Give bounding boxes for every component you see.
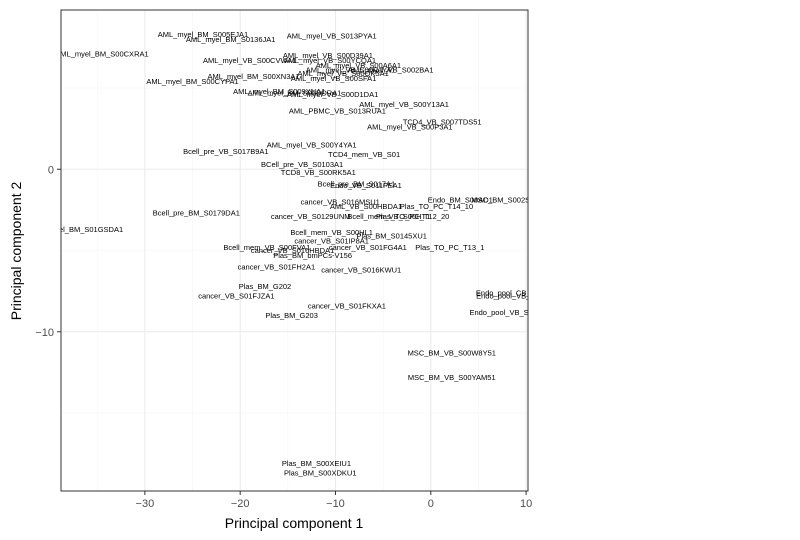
point-label: Plas_BM_S00XEIU1	[282, 459, 351, 468]
minor-gridlines	[61, 10, 528, 491]
point-label: AML_myel_VB_S00Y13A1	[359, 100, 449, 109]
point-label: TCD8_VB_S00RK5A1	[281, 168, 356, 177]
x-tick-label: −10	[326, 498, 345, 510]
point-label: Bcell_pre_VB_S017B9A1	[183, 147, 268, 156]
x-axis-title: Principal component 1	[225, 515, 364, 531]
x-tick-label: −30	[136, 498, 155, 510]
y-tick-label: 0	[48, 164, 54, 176]
point-label: cancer_VB_S016KWU1	[321, 266, 401, 275]
point-label: Plas_TO_PC_T13_1	[415, 243, 484, 252]
major-gridlines	[61, 10, 528, 491]
panel-border	[60, 9, 529, 492]
y-tick-label: −10	[35, 327, 54, 339]
point-label: cancer_VB_S01FH2A1	[238, 262, 316, 271]
point-label: AML_myel_VB_S00D39A1	[283, 51, 373, 60]
point-label: AML_myel_VB_S00SFA1	[291, 74, 376, 83]
x-tick-label: 10	[520, 498, 532, 510]
point-label: AML_myel_BM_S00CYPA1	[146, 77, 238, 86]
point-label: BCell_pre_VB_S0103A1	[261, 160, 343, 169]
point-label: AML_myel_BM_S00CXRA1	[55, 49, 148, 58]
point-label: Bcell_pre_BM_S017A1	[318, 179, 396, 188]
point-labels: AML_myel_BM_S005EJA1 AML_myel_VB_S013PYA1…	[29, 30, 544, 478]
y-axis-title: Principal component 2	[8, 182, 24, 321]
point-label: cancer_VB_S01IP8A1	[294, 236, 369, 245]
point-label: Plas_BM_G203	[265, 311, 318, 320]
point-label: Endo_VB_S011FEA1	[330, 181, 402, 190]
point-label: cancer_VB_S01FJZA1	[198, 292, 274, 301]
point-label: Endo_BM_S00AD1	[428, 196, 493, 205]
point-label: Plas_TO_PC_T12_20	[376, 212, 449, 221]
point-label: AML_myel_VB_S002BA1	[348, 66, 433, 75]
point-label: Plas_BM_G202	[239, 282, 292, 291]
point-label: Plas_BM_S00XDKU1	[284, 469, 357, 478]
point-label: AML_myel_BM_S01GSDA1	[29, 225, 123, 234]
point-label: AML_myel_VB_S00CVWA1	[203, 56, 297, 65]
point-label: AML_myel_BM_S0136JA1	[186, 35, 276, 44]
point-label: AML_VB_S00HBDA1	[330, 202, 402, 211]
point-label: AML_myel_VB_S00P3A1	[367, 123, 452, 132]
point-label: cancer_VB_S0129UNM	[271, 212, 351, 221]
point-label: cancer_VB_S016MSU1	[301, 197, 380, 206]
point-label: cancer_VB_S01FKXA1	[308, 301, 386, 310]
point-label: Plas_BM_S0145XU1	[356, 231, 426, 240]
point-label: AML_myel_BM_S009XNA1	[233, 87, 325, 96]
point-label: MSC_BM_VB_S00W8Y51	[408, 348, 496, 357]
point-label: AML_myel_VB_S00RJYA1	[306, 66, 396, 75]
point-label: AML_myel_VB_S00Y4YA1	[267, 140, 357, 149]
point-label: Endo_pool_VB_S00	[476, 292, 544, 301]
point-label: AML_myel_BM_S00DDRA1	[248, 88, 342, 97]
point-label: MSC_BM_S002S351	[471, 196, 542, 205]
point-label: AML_myel_VB_S00A6A1	[316, 61, 401, 70]
y-axis-ticks: −10 0	[35, 164, 61, 339]
point-label: cancer_VB_S016HBDA1	[251, 246, 334, 255]
point-label: Plas_TO_PC_T14_10	[400, 202, 473, 211]
point-label: Bcell_mem_VB_S00FVA1	[223, 243, 310, 252]
point-label: Bcell_mem_VB_S00HT1	[347, 212, 430, 221]
point-label: AML_myel_VB_S00QK5A1	[297, 69, 388, 78]
point-label: TCD4_mem_VB_S01	[328, 150, 400, 159]
point-label: AML_myel_BM_S005EJA1	[158, 30, 248, 39]
point-label: Plas_BM_bmPCs-V156	[273, 251, 352, 260]
point-label: Endo_pool_CB_S00	[476, 288, 544, 297]
x-axis-ticks: −30 −20 −10 0 10	[136, 491, 532, 510]
x-tick-label: 0	[428, 498, 434, 510]
point-label: TCD4_VB_S007TDS51	[403, 118, 482, 127]
point-label: cancer_VB_S01FG4A1	[329, 243, 407, 252]
point-label: AML_myel_BM_S00XN3A1	[207, 72, 299, 81]
point-label: AML_myel_VB_S013PYA1	[287, 32, 377, 41]
point-label: AML_myel_VB_S00YCQA1	[283, 56, 376, 65]
point-label: Bcell_mem_VB_S00HL1	[290, 228, 373, 237]
point-label: Bcell_pre_BM_S0179DA1	[153, 209, 240, 218]
point-label: AML_PBMC_VB_S013RUA1	[289, 106, 386, 115]
point-label: MSC_BM_VB_S00YAM51	[408, 373, 496, 382]
point-label: AML_myel_VB_S00D1DA1	[287, 90, 378, 99]
x-tick-label: −20	[231, 498, 250, 510]
point-label: Endo_pool_VB_S00	[469, 308, 537, 317]
